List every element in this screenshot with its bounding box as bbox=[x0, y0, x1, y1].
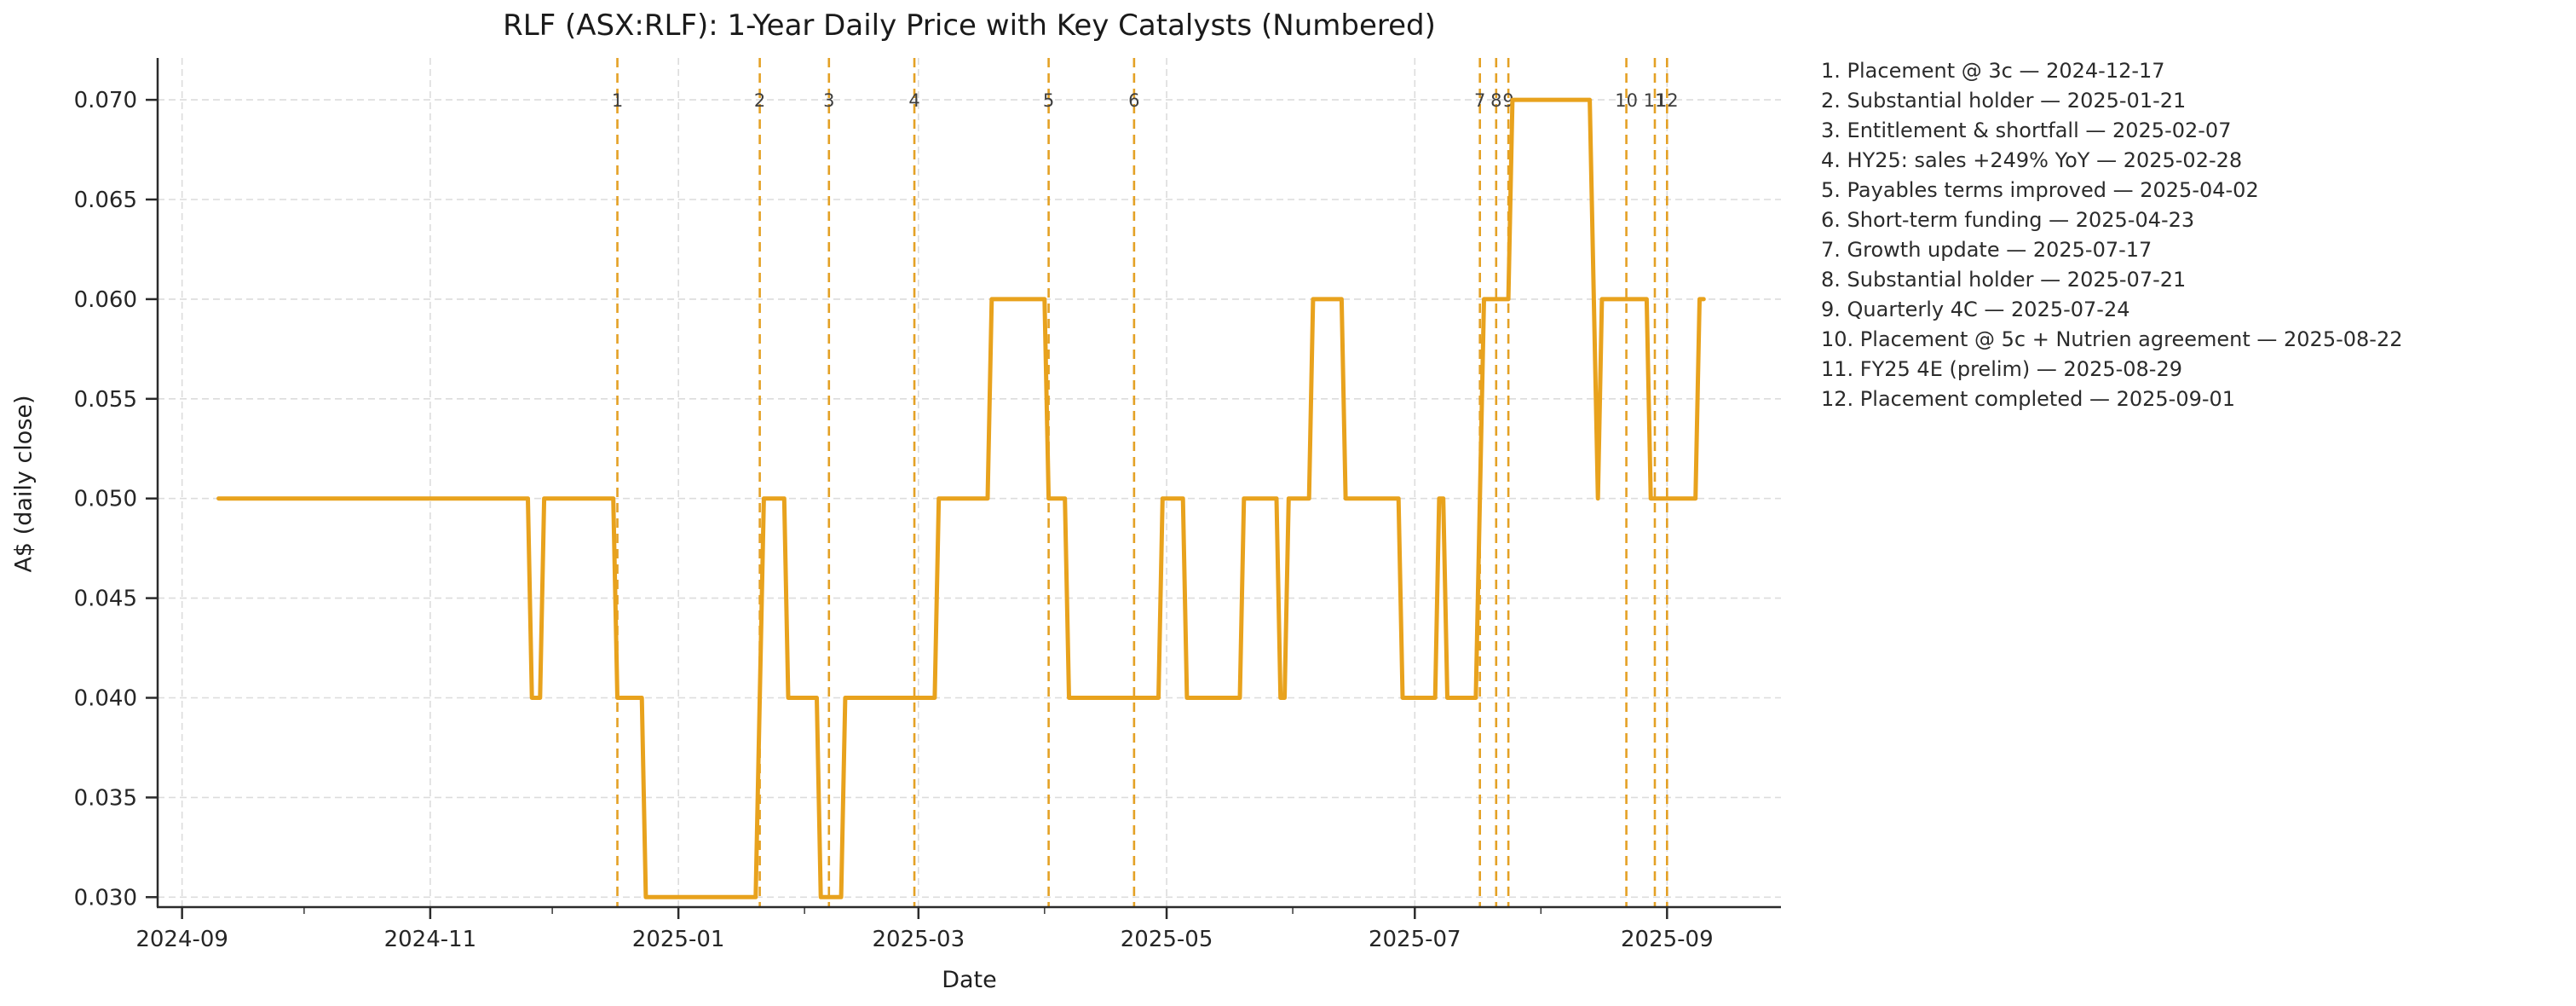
catalyst-item: 12. Placement completed — 2025-09-01 bbox=[1821, 387, 2236, 411]
event-number-label: 2 bbox=[754, 90, 765, 111]
y-tick-label: 0.055 bbox=[74, 387, 137, 413]
catalyst-item: 1. Placement @ 3c — 2024-12-17 bbox=[1821, 59, 2165, 83]
y-tick-label: 0.045 bbox=[74, 587, 137, 612]
catalyst-item: 10. Placement @ 5c + Nutrien agreement —… bbox=[1821, 327, 2403, 351]
event-number-label: 12 bbox=[1656, 90, 1679, 111]
x-tick-label: 2024-09 bbox=[135, 927, 228, 952]
price-line bbox=[216, 97, 1706, 899]
y-tick-label: 0.060 bbox=[74, 287, 137, 313]
event-number-label: 1 bbox=[612, 90, 623, 111]
event-number-label: 3 bbox=[823, 90, 834, 111]
y-tick-label: 0.030 bbox=[74, 885, 137, 911]
x-tick-label: 2024-11 bbox=[384, 927, 477, 952]
x-tick-label: 2025-01 bbox=[632, 927, 725, 952]
y-tick-label: 0.050 bbox=[74, 487, 137, 512]
x-tick-label: 2025-09 bbox=[1621, 927, 1714, 952]
event-number-label: 4 bbox=[908, 90, 919, 111]
y-tick-label: 0.040 bbox=[74, 686, 137, 712]
event-number-label: 7 bbox=[1474, 90, 1485, 111]
x-tick-label: 2025-07 bbox=[1369, 927, 1461, 952]
catalyst-item: 7. Growth update — 2025-07-17 bbox=[1821, 238, 2152, 262]
catalyst-item: 5. Payables terms improved — 2025-04-02 bbox=[1821, 178, 2259, 202]
event-number-label: 10 bbox=[1615, 90, 1638, 111]
catalyst-item: 4. HY25: sales +249% YoY — 2025-02-28 bbox=[1821, 148, 2243, 172]
catalyst-item: 6. Short-term funding — 2025-04-23 bbox=[1821, 208, 2195, 232]
catalyst-item: 9. Quarterly 4C — 2025-07-24 bbox=[1821, 298, 2130, 321]
catalyst-item: 11. FY25 4E (prelim) — 2025-08-29 bbox=[1821, 357, 2183, 381]
y-tick-label: 0.070 bbox=[74, 88, 137, 113]
event-number-label: 5 bbox=[1043, 90, 1054, 111]
event-number-label: 11 bbox=[1644, 90, 1667, 111]
event-number-label: 6 bbox=[1128, 90, 1139, 111]
catalyst-item: 3. Entitlement & shortfall — 2025-02-07 bbox=[1821, 119, 2232, 142]
x-tick-label: 2025-03 bbox=[872, 927, 965, 952]
catalyst-item: 2. Substantial holder — 2025-01-21 bbox=[1821, 89, 2187, 113]
event-number-label: 8 bbox=[1490, 90, 1501, 111]
y-tick-label: 0.035 bbox=[74, 785, 137, 811]
catalyst-legend: 1. Placement @ 3c — 2024-12-17 2. Substan… bbox=[1821, 56, 2403, 414]
chart-title: RLF (ASX:RLF): 1-Year Daily Price with K… bbox=[503, 9, 1436, 43]
x-axis-label: Date bbox=[942, 967, 997, 993]
y-tick-label: 0.065 bbox=[74, 188, 137, 213]
catalyst-item: 8. Substantial holder — 2025-07-21 bbox=[1821, 268, 2187, 292]
x-tick-label: 2025-05 bbox=[1121, 927, 1213, 952]
